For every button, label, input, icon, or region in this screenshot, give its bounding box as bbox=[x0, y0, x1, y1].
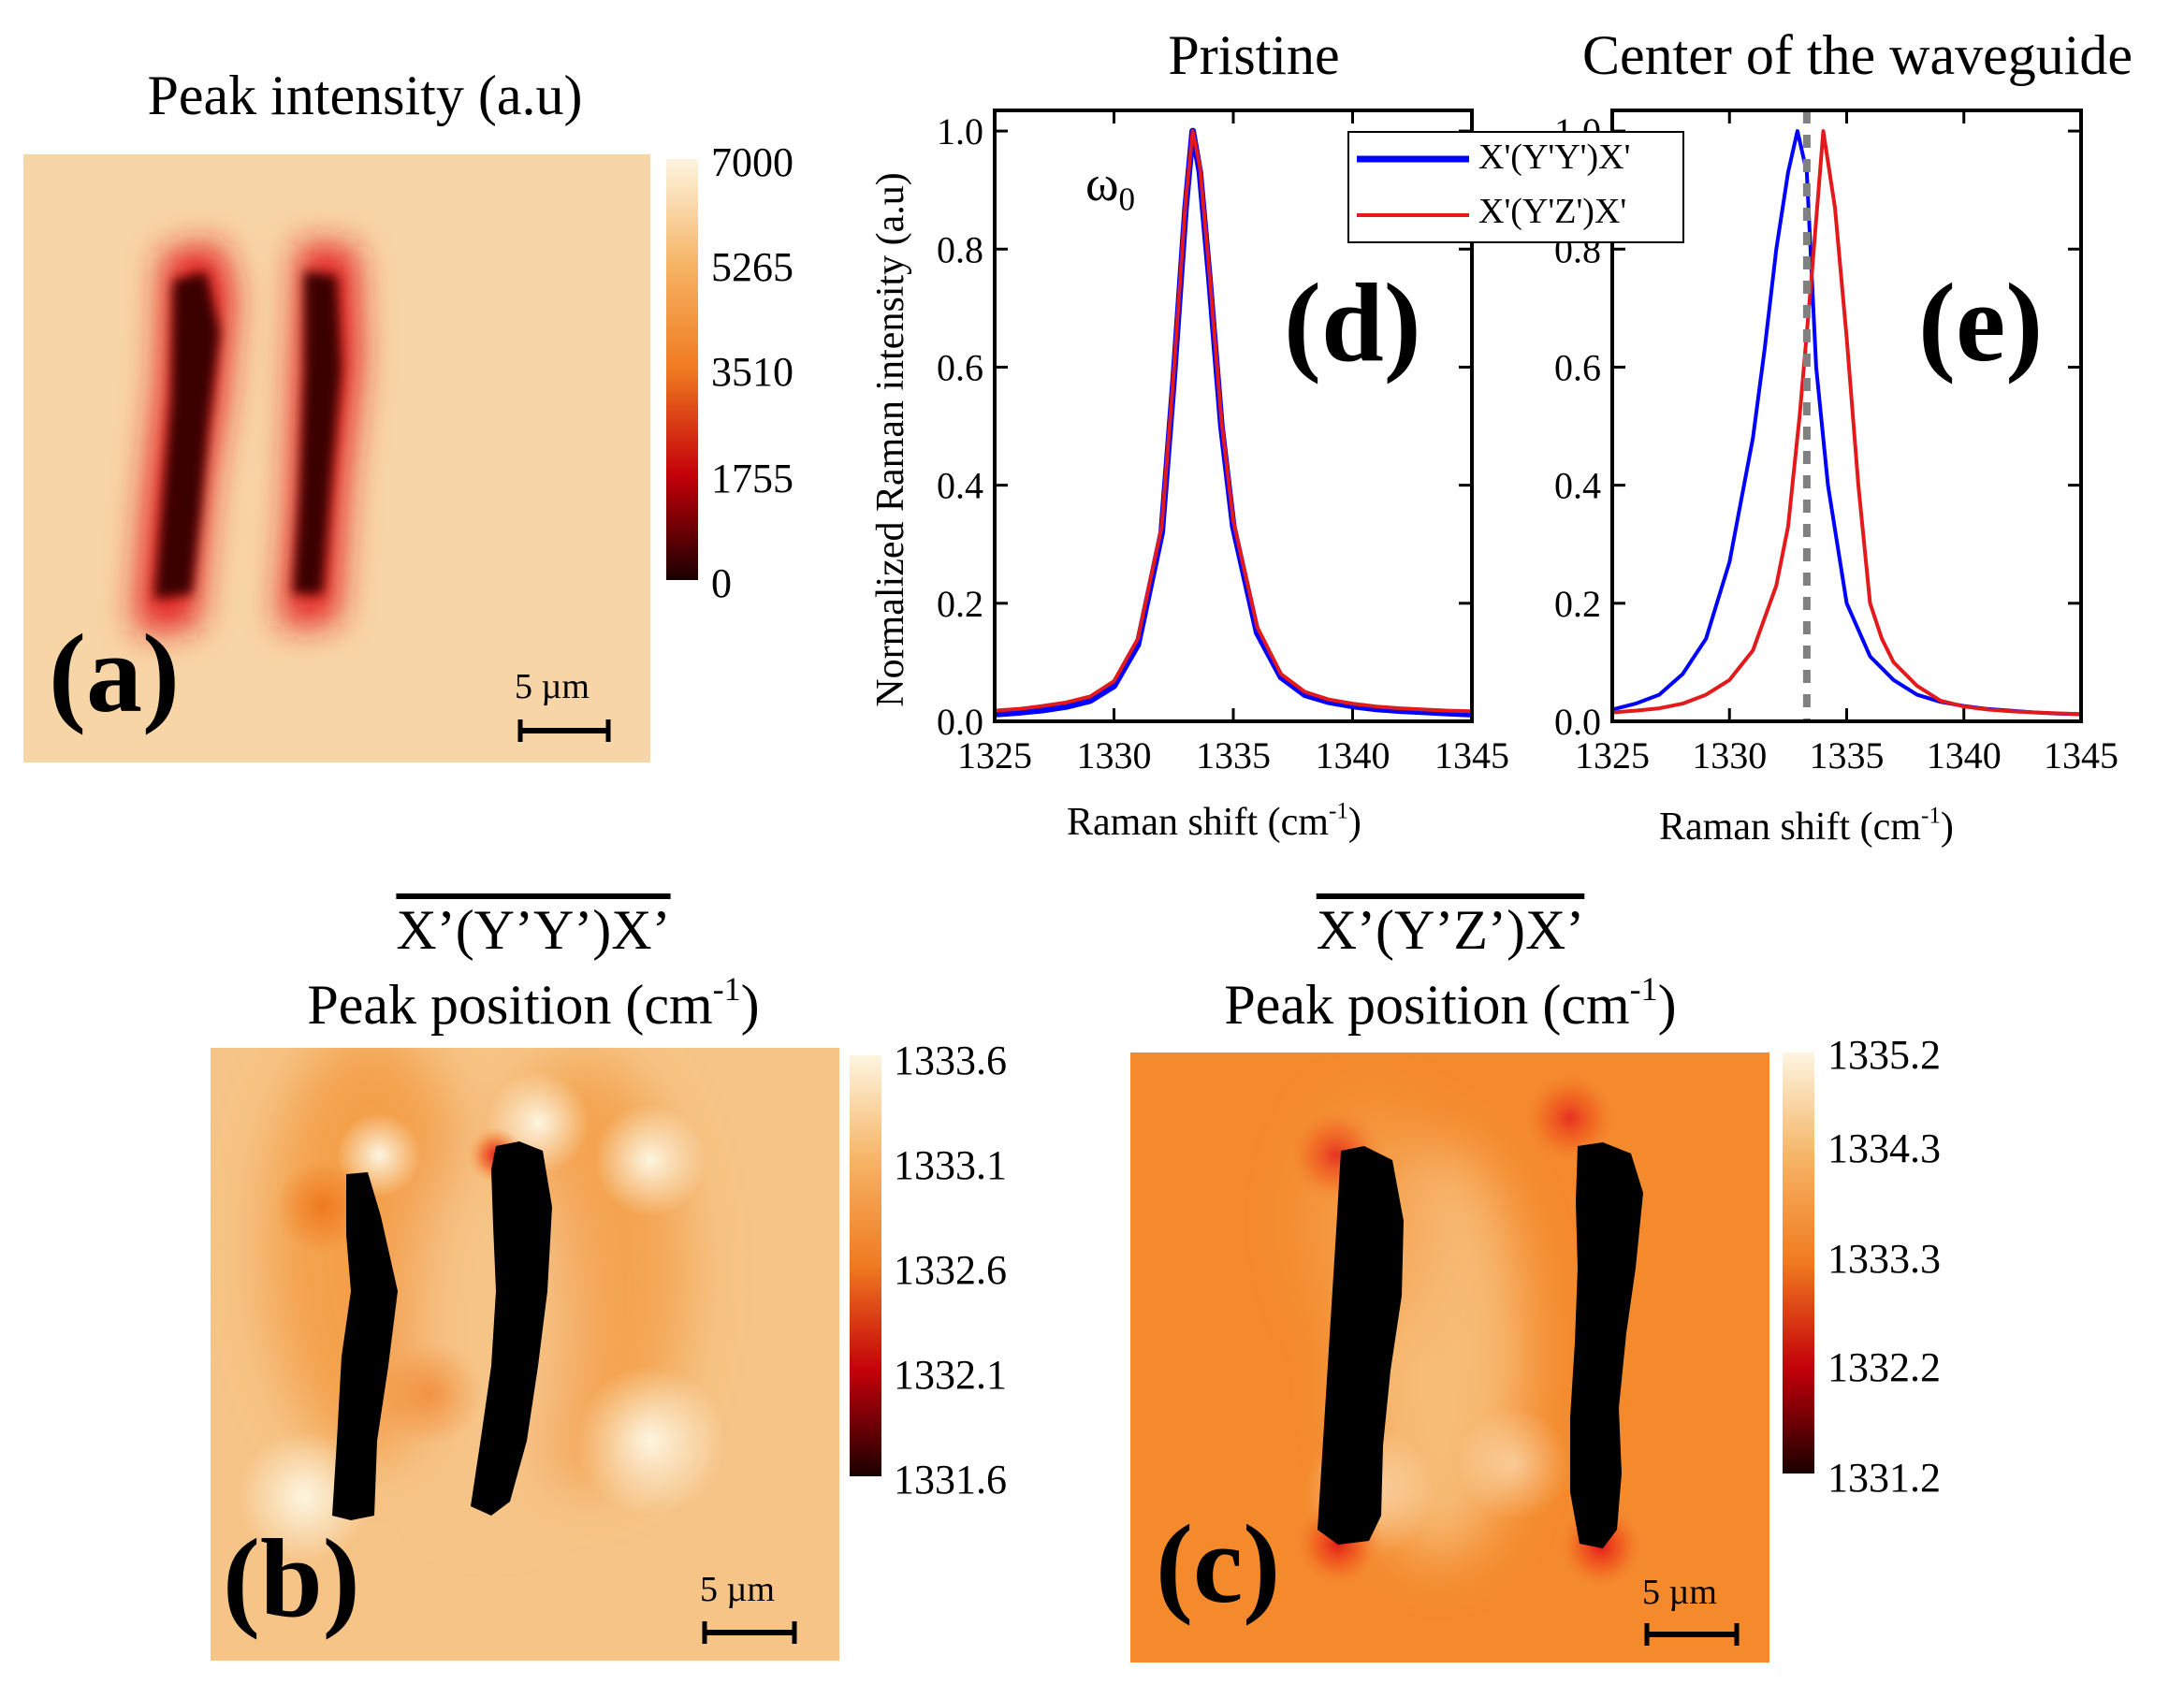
y-tick-label: 1.0 bbox=[937, 110, 983, 152]
panel-b-config-text: X’(Y’Y’)X’ bbox=[396, 899, 671, 961]
legend-entry-yz: X'(Y'Z')X' bbox=[1478, 191, 1626, 232]
panel-b-title-sup: -1 bbox=[712, 969, 741, 1008]
panel-d-xlabel-text: Raman shift (cm bbox=[1067, 801, 1329, 844]
x-tick-label: 1330 bbox=[1692, 734, 1767, 777]
panel-b-title-end: ) bbox=[740, 974, 760, 1036]
panel-c-config-title: X’(Y’Z’)X’ bbox=[1151, 898, 1750, 963]
panel-a-title: Peak intensity (a.u) bbox=[147, 65, 583, 126]
panel-a-colorbar-tick: 7000 bbox=[711, 139, 794, 185]
panel-c-colorbar-tick: 1335.2 bbox=[1827, 1032, 1941, 1078]
y-tick-label: 0.4 bbox=[937, 465, 983, 507]
y-tick-label: 0.0 bbox=[937, 701, 983, 743]
panel-c-title: Peak position (cm-1) bbox=[1151, 969, 1750, 1038]
legend: X'(Y'Y')X' X'(Y'Z')X' bbox=[1347, 131, 1684, 243]
panel-c-map bbox=[1130, 1052, 1769, 1662]
panel-b-colorbar-tick: 1333.1 bbox=[894, 1142, 1007, 1188]
x-tick-label: 1335 bbox=[1810, 734, 1885, 777]
panel-b-title-text: Peak position (cm bbox=[307, 974, 713, 1036]
x-tick-label: 1325 bbox=[957, 734, 1032, 777]
x-tick-label: 1330 bbox=[1077, 734, 1152, 777]
legend-entry-yy-text: X'(Y'Y')X' bbox=[1478, 138, 1631, 177]
panel-c-scalebar-label: 5 µm bbox=[1642, 1573, 1717, 1612]
y-tick-label: 0.8 bbox=[937, 228, 983, 270]
panel-c-colorbar-tick: 1333.3 bbox=[1827, 1236, 1941, 1282]
x-tick-label: 1345 bbox=[1434, 734, 1509, 777]
panel-b-colorbar-tick: 1331.6 bbox=[894, 1457, 1007, 1503]
panel-d-annotation: ω0 bbox=[1085, 154, 1135, 216]
panel-d-xlabel-end: ) bbox=[1347, 801, 1361, 844]
panel-a-colorbar bbox=[666, 159, 698, 580]
panel-b-config-title: X’(Y’Y’)X’ bbox=[234, 898, 833, 963]
panel-a-colorbar-tick: 3510 bbox=[711, 349, 794, 395]
x-tick-label: 1345 bbox=[2044, 734, 2118, 777]
panel-e-label: (e) bbox=[1918, 260, 2044, 385]
panel-c-colorbar-tick: 1332.2 bbox=[1827, 1344, 1941, 1390]
omega-symbol: ω bbox=[1085, 155, 1119, 211]
panel-b-colorbar-tick: 1333.6 bbox=[894, 1038, 1007, 1083]
panel-a-colorbar-tick: 5265 bbox=[711, 244, 794, 290]
y-tick-label: 0.2 bbox=[937, 583, 983, 625]
panel-a-scalebar-label: 5 µm bbox=[515, 667, 590, 706]
x-tick-label: 1335 bbox=[1196, 734, 1271, 777]
omega-subscript: 0 bbox=[1118, 181, 1136, 218]
panel-c-colorbar bbox=[1783, 1052, 1814, 1474]
series-line-yz bbox=[994, 129, 1473, 714]
y-tick-label: 0.6 bbox=[937, 346, 983, 388]
panel-c-colorbar-tick: 1334.3 bbox=[1827, 1125, 1941, 1171]
panel-a-label: (a) bbox=[49, 611, 180, 735]
panel-d-xlabel-sup: -1 bbox=[1328, 798, 1348, 824]
panel-a-scalebar bbox=[517, 719, 611, 742]
panel-a-colorbar-tick: 0 bbox=[711, 560, 732, 606]
raman-spectra-charts: 1325 1330 1335 1340 1345 0.0 0.2 0.4 0.6 0.8 1.0 13… bbox=[937, 109, 2118, 777]
panel-c-title-text: Peak position (cm bbox=[1224, 974, 1630, 1036]
panel-e-xlabel: Raman shift (cm-1) bbox=[1659, 803, 1954, 849]
panel-d-ylabel: Normalized Raman intensity (a.u) bbox=[869, 172, 912, 707]
panel-c-config-text: X’(Y’Z’)X’ bbox=[1316, 899, 1585, 961]
legend-swatch-blue bbox=[1357, 155, 1469, 163]
panel-e-xlabel-end: ) bbox=[1940, 806, 1954, 849]
legend-entry-yz-text: X'(Y'Z')X' bbox=[1478, 192, 1627, 231]
y-tick-label: 0.2 bbox=[1554, 583, 1601, 625]
y-tick-label: 0.0 bbox=[1554, 701, 1601, 743]
panel-b-colorbar bbox=[850, 1055, 881, 1476]
x-tick-label: 1340 bbox=[1316, 734, 1390, 777]
panel-b-colorbar-tick: 1332.6 bbox=[894, 1247, 1007, 1293]
panel-b-title: Peak position (cm-1) bbox=[234, 969, 833, 1038]
panel-b-scalebar bbox=[702, 1621, 797, 1644]
panel-b-scalebar-label: 5 µm bbox=[700, 1570, 775, 1609]
panel-e-xlabel-text: Raman shift (cm bbox=[1659, 806, 1921, 849]
panel-c-title-sup: -1 bbox=[1629, 969, 1658, 1008]
x-tick-label: 1325 bbox=[1575, 734, 1650, 777]
panel-b-colorbar-tick: 1332.1 bbox=[894, 1352, 1007, 1398]
panel-d-label: (d) bbox=[1284, 260, 1421, 385]
panel-d-xlabel: Raman shift (cm-1) bbox=[1067, 798, 1361, 845]
panel-c-title-end: ) bbox=[1657, 974, 1677, 1036]
panel-d-title: Pristine bbox=[1168, 24, 1340, 86]
y-tick-label: 0.4 bbox=[1554, 465, 1601, 507]
legend-entry-yy: X'(Y'Y')X' bbox=[1478, 137, 1630, 178]
panel-c-colorbar-tick: 1331.2 bbox=[1827, 1455, 1941, 1501]
panel-a-colorbar-tick: 1755 bbox=[711, 456, 794, 501]
panel-e-xlabel-sup: -1 bbox=[1920, 803, 1941, 829]
legend-swatch-red bbox=[1357, 213, 1469, 217]
panel-b-label: (b) bbox=[223, 1516, 360, 1640]
x-tick-label: 1340 bbox=[1927, 734, 2002, 777]
panel-c-label: (c) bbox=[1156, 1502, 1281, 1626]
panel-a-map bbox=[23, 154, 650, 762]
series-line-yz bbox=[1611, 129, 2082, 717]
y-tick-label: 0.6 bbox=[1554, 346, 1601, 388]
panel-b-map bbox=[211, 1048, 839, 1661]
panel-c-scalebar bbox=[1644, 1623, 1740, 1646]
panel-e-title: Center of the waveguide bbox=[1581, 24, 2133, 86]
